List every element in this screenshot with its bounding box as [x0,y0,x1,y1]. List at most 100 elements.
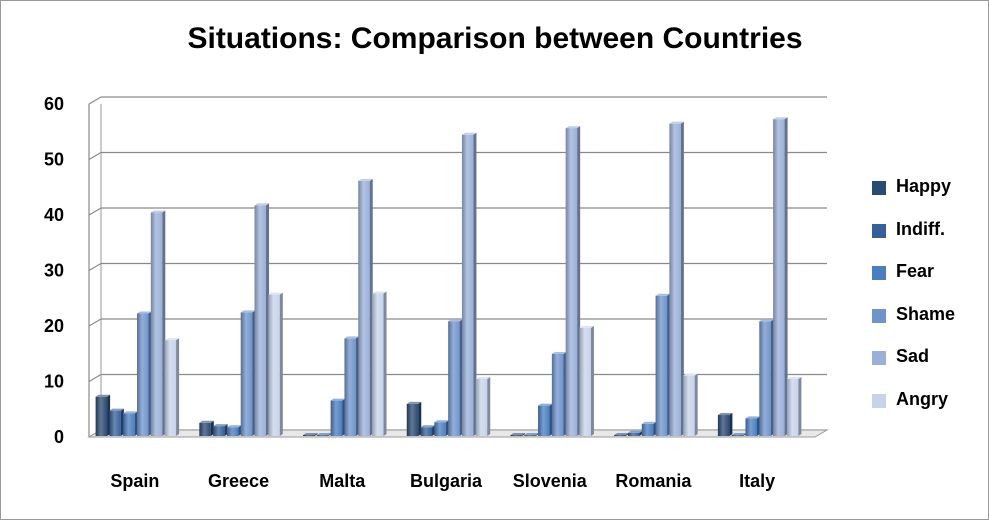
y-tick-label: 0 [54,427,64,447]
bar-side [590,325,594,436]
bar-top [565,126,581,129]
bar [434,422,446,436]
legend-item: Angry [872,389,984,432]
bar [268,294,280,436]
bar [461,134,474,436]
bar-side [639,430,643,436]
legend-label: Happy [896,176,952,196]
bar [164,340,177,436]
bar-top [759,319,774,322]
bar-side [148,311,152,436]
bar [372,293,384,436]
bar-side [266,203,270,436]
bar-side [342,398,346,436]
x-tick-label: Romania [615,471,692,491]
legend-item: Happy [872,176,984,219]
bar-top [137,311,152,314]
bar [226,427,239,436]
bar-side [756,416,760,436]
x-tick-label: Italy [739,471,775,491]
bar [344,338,356,436]
bar [123,413,135,436]
bar-side [487,376,491,436]
bar [717,415,730,436]
bar-side [369,178,373,436]
bar [745,418,757,436]
gridline-side [88,318,102,327]
legend-swatch [872,181,886,195]
bar [254,205,267,436]
bar-top [627,430,643,433]
bar-side [314,433,318,436]
bar-side [252,310,256,436]
bar [109,410,121,436]
bar-side [798,376,802,436]
bar-top [745,416,760,419]
bar-side [549,403,553,436]
bar [150,212,163,436]
gridline-side [88,151,102,161]
legend-item: Sad [872,346,984,389]
bar-top [358,178,373,181]
bar-side [743,433,747,436]
legend-label: Sad [896,346,930,366]
bar [669,123,681,437]
bar-top [655,293,671,296]
bar-top [164,338,180,341]
bar [786,378,799,436]
bar-top [344,336,359,339]
y-tick-label: 30 [44,261,64,281]
bar-top [420,425,436,428]
bar-side [521,433,525,436]
bar-top [683,373,698,376]
bar-side [667,293,671,436]
bar-top [538,403,553,406]
bar-side [210,420,214,436]
bar-top [448,319,463,322]
gridline-side [88,373,102,383]
x-tick-label: Slovenia [513,471,588,491]
bar [137,313,149,436]
bar-side [355,336,359,436]
bar-top [95,394,111,397]
bar-top [330,398,346,401]
legend-swatch [872,351,886,365]
bar-side [328,433,332,436]
bar [524,435,536,436]
bar [358,180,370,436]
bar [538,405,550,436]
bar-top [150,210,166,213]
bar [95,396,108,436]
bar [683,375,695,436]
bar [759,321,771,436]
bar-side [694,373,698,436]
bar [731,435,744,436]
bar-side [729,413,733,436]
bar-top [406,401,422,404]
bar-top [551,351,567,354]
bar [551,353,564,436]
bar-top [773,117,788,120]
bar-top [226,425,242,428]
y-tick-label: 40 [44,205,64,225]
y-tick-label: 10 [44,372,64,392]
gridline-side [88,207,102,216]
x-tick-label: Spain [110,471,159,491]
bar [641,423,654,436]
bar-side [432,425,436,436]
bar-side [383,291,387,436]
bar-top [303,433,318,435]
bar-side [176,338,180,436]
bar-side [107,394,111,436]
bar-side [770,319,774,436]
chart-title: Situations: Comparison between Countries [187,22,803,55]
bar-side [784,117,788,437]
bar-top [510,433,525,435]
bar-top [316,433,332,435]
bar-side [238,425,242,436]
chart-legend: Happy Indiff. Fear Shame Sad Angry [872,176,984,431]
bar-top [475,376,491,379]
bar-side [418,401,422,436]
bar-top [786,376,802,379]
bar [303,435,315,436]
